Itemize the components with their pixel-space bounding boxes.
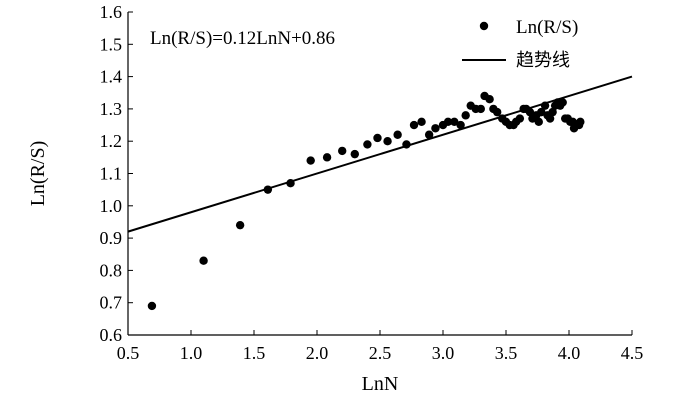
data-point <box>263 185 273 194</box>
data-point <box>492 107 502 117</box>
data-point <box>286 178 295 188</box>
y-tick-label: 1.6 <box>100 2 123 22</box>
y-tick-label: 1.0 <box>100 196 123 216</box>
x-axis-ticks: 0.5 1.0 1.5 2.0 2.5 3.0 3.5 4.0 4.5 <box>117 330 644 363</box>
data-point <box>350 149 359 159</box>
data-point <box>338 146 347 156</box>
x-tick-label: 4.0 <box>558 343 581 363</box>
data-point <box>450 117 459 127</box>
data-point <box>147 301 157 311</box>
data-point <box>199 256 208 265</box>
trendline <box>127 75 633 233</box>
y-tick-label: 1.3 <box>100 99 123 119</box>
legend-label-scatter: Ln(R/S) <box>516 17 578 38</box>
x-tick-label: 2.0 <box>306 343 329 363</box>
x-tick-label: 1.5 <box>243 343 266 363</box>
y-tick-label: 0.6 <box>100 325 123 345</box>
data-point <box>537 107 546 117</box>
y-tick-label: 0.8 <box>100 260 123 280</box>
data-point <box>485 95 494 104</box>
data-point <box>431 124 440 133</box>
data-point <box>456 120 465 130</box>
regression-equation: Ln(R/S)=0.12LnN+0.86 <box>150 28 335 49</box>
y-tick-label: 0.9 <box>100 228 123 248</box>
data-point <box>235 220 245 230</box>
data-point <box>363 140 372 149</box>
data-point <box>534 117 543 127</box>
data-point <box>576 117 585 127</box>
data-point <box>402 140 411 149</box>
data-point <box>322 153 332 162</box>
y-axis-title: Ln(R/S) <box>27 141 49 207</box>
data-point <box>417 117 426 127</box>
y-axis-ticks: 0.6 0.7 0.8 0.9 1.0 1.1 1.2 1.3 1.4 1.5 1.6 <box>100 2 133 345</box>
data-point <box>540 101 550 110</box>
data-point <box>383 137 392 146</box>
data-point <box>409 120 419 130</box>
data-point <box>548 107 557 117</box>
legend-marker-scatter <box>479 21 489 31</box>
x-tick-label: 2.5 <box>369 343 392 363</box>
data-point <box>476 104 485 114</box>
x-tick-label: 4.5 <box>621 343 644 363</box>
y-tick-label: 1.5 <box>100 34 123 54</box>
data-point <box>545 114 555 123</box>
x-tick-label: 3.5 <box>495 343 518 363</box>
legend-label-trendline: 趋势线 <box>516 50 570 71</box>
y-tick-label: 1.1 <box>100 164 123 184</box>
data-point <box>443 117 453 127</box>
data-point <box>461 111 470 120</box>
axes: 0.5 1.0 1.5 2.0 2.5 3.0 3.5 4.0 4.5 0.6 0.7 0.8 0.9… <box>100 2 644 363</box>
x-tick-label: 0.5 <box>117 343 140 363</box>
chart-marks <box>127 75 633 311</box>
data-point <box>373 133 382 143</box>
data-point <box>515 114 525 123</box>
y-tick-label: 0.7 <box>100 293 123 313</box>
y-tick-label: 1.2 <box>100 131 123 151</box>
data-point <box>525 107 535 117</box>
x-axis-title: LnN <box>362 373 399 395</box>
y-tick-label: 1.4 <box>100 67 123 87</box>
legend: Ln(R/S) 趋势线 <box>462 17 578 71</box>
data-point <box>558 98 567 107</box>
data-point <box>306 156 315 165</box>
data-point <box>424 130 434 139</box>
x-tick-label: 3.0 <box>432 343 455 363</box>
x-tick-label: 1.0 <box>180 343 203 363</box>
data-point <box>393 130 402 139</box>
